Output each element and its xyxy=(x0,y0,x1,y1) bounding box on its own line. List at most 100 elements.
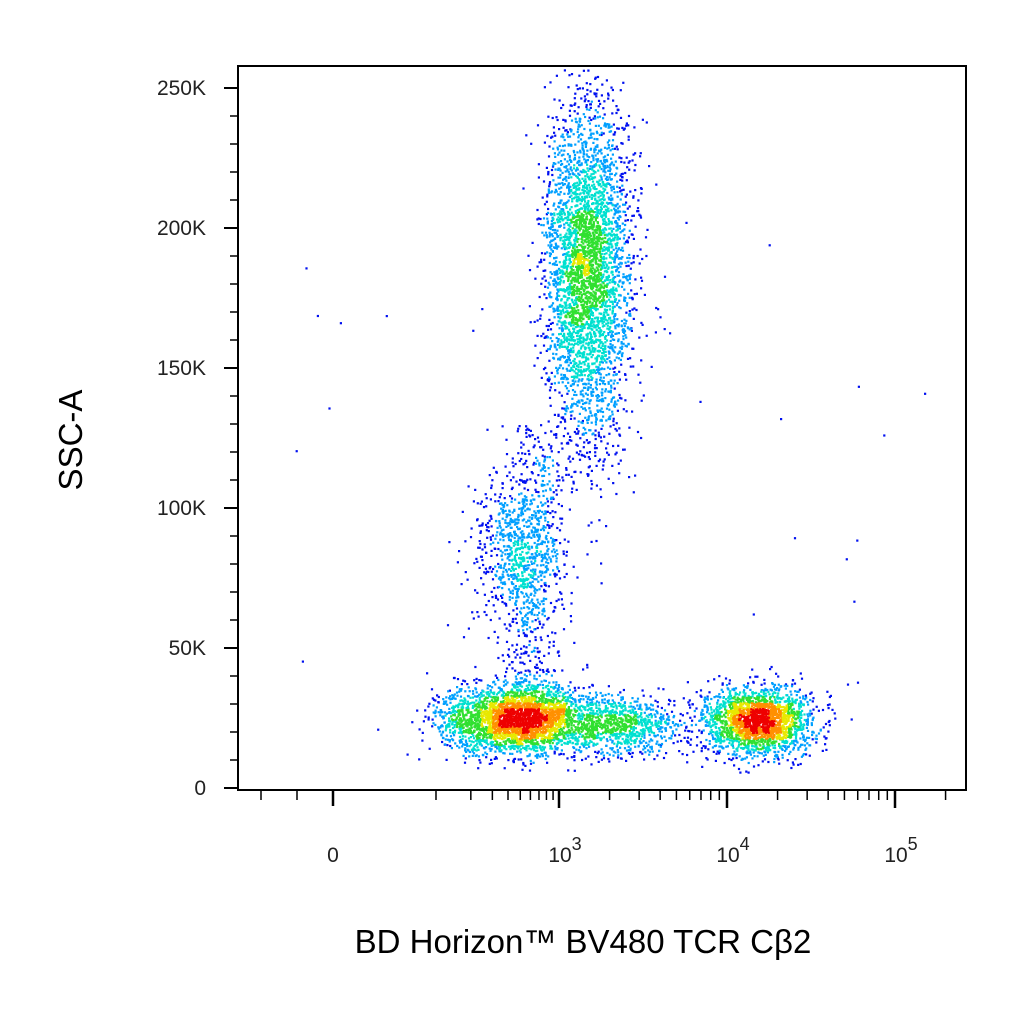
event-dot xyxy=(527,428,531,431)
event-dot xyxy=(543,541,546,544)
event-dot xyxy=(576,706,579,709)
event-dot xyxy=(687,729,690,733)
event-dot xyxy=(807,715,810,718)
event-dot xyxy=(596,160,599,163)
event-dot xyxy=(815,737,818,741)
event-dot xyxy=(489,695,492,698)
event-dot xyxy=(639,738,642,741)
event-dot xyxy=(583,363,586,366)
event-dot xyxy=(596,145,599,148)
event-dot xyxy=(641,323,644,326)
event-dot xyxy=(624,214,627,217)
event-dot xyxy=(609,325,612,329)
event-dot xyxy=(796,741,799,744)
event-dot xyxy=(594,702,597,705)
event-dot xyxy=(546,217,549,220)
event-dot xyxy=(442,737,445,740)
event-dot xyxy=(536,208,539,212)
event-dot xyxy=(573,153,577,157)
event-dot xyxy=(608,227,611,230)
event-dot xyxy=(649,738,652,741)
event-dot xyxy=(469,743,473,746)
event-dot xyxy=(557,193,560,196)
event-dot xyxy=(514,669,517,672)
event-dot xyxy=(601,198,604,201)
event-dot xyxy=(584,140,587,143)
event-dot xyxy=(600,346,603,349)
event-dot xyxy=(604,388,607,391)
event-dot xyxy=(633,739,636,743)
event-dot xyxy=(562,311,565,314)
event-dot xyxy=(647,720,650,723)
event-dot xyxy=(535,666,538,669)
event-dot xyxy=(529,429,532,432)
event-dot xyxy=(565,129,568,132)
event-dot xyxy=(579,362,582,365)
event-dot xyxy=(613,405,616,408)
event-dot xyxy=(608,346,611,349)
event-dot xyxy=(667,715,670,718)
event-dot xyxy=(632,237,635,240)
event-dot xyxy=(521,513,525,516)
event-dot xyxy=(483,593,486,596)
event-dot xyxy=(791,761,794,764)
event-dot xyxy=(579,170,582,173)
event-dot xyxy=(461,737,464,741)
event-dot xyxy=(606,319,609,322)
event-dot xyxy=(600,312,603,315)
event-dot xyxy=(570,384,573,387)
event-dot xyxy=(645,724,648,728)
event-dot xyxy=(468,755,471,758)
event-dot xyxy=(570,696,573,700)
event-dot xyxy=(638,735,641,738)
event-dot xyxy=(810,723,813,727)
event-dot xyxy=(615,373,618,376)
event-dot xyxy=(773,761,776,764)
event-dot xyxy=(580,379,583,382)
event-dot xyxy=(654,719,657,722)
event-dot xyxy=(645,706,648,709)
event-dot xyxy=(625,345,628,348)
event-dot xyxy=(520,619,524,622)
event-dot xyxy=(411,721,414,724)
event-dot xyxy=(686,753,689,757)
event-dot xyxy=(616,352,619,355)
event-dot xyxy=(528,564,531,567)
event-dot xyxy=(555,233,559,236)
event-dot xyxy=(616,216,619,220)
event-dot xyxy=(608,327,611,330)
event-dot xyxy=(552,310,555,313)
event-dot xyxy=(557,245,560,248)
event-dot xyxy=(525,586,528,589)
event-dot xyxy=(609,163,612,166)
event-dot xyxy=(385,315,388,318)
event-dot xyxy=(488,567,491,570)
event-dot xyxy=(499,564,502,567)
event-dot xyxy=(540,223,543,227)
event-dot xyxy=(654,699,657,702)
event-dot xyxy=(494,594,497,597)
event-dot xyxy=(594,197,597,200)
event-dot xyxy=(845,558,848,561)
event-dot xyxy=(611,139,615,142)
event-dot xyxy=(508,598,511,601)
event-dot xyxy=(668,698,671,701)
event-dot xyxy=(568,369,571,372)
event-dot xyxy=(475,749,478,752)
event-dot xyxy=(552,644,555,647)
event-dot xyxy=(594,434,597,437)
event-dot xyxy=(485,691,488,694)
event-dot xyxy=(541,626,544,629)
event-dot xyxy=(799,745,802,748)
event-dot xyxy=(616,195,619,198)
event-dot xyxy=(472,329,475,332)
event-dot xyxy=(560,416,563,419)
event-dot xyxy=(571,389,575,392)
event-dot xyxy=(456,678,460,681)
event-dot xyxy=(568,508,571,511)
event-dot xyxy=(498,522,501,525)
event-dot xyxy=(510,487,513,491)
event-dot xyxy=(526,556,529,559)
event-dot xyxy=(556,218,559,221)
event-dot xyxy=(549,291,552,294)
